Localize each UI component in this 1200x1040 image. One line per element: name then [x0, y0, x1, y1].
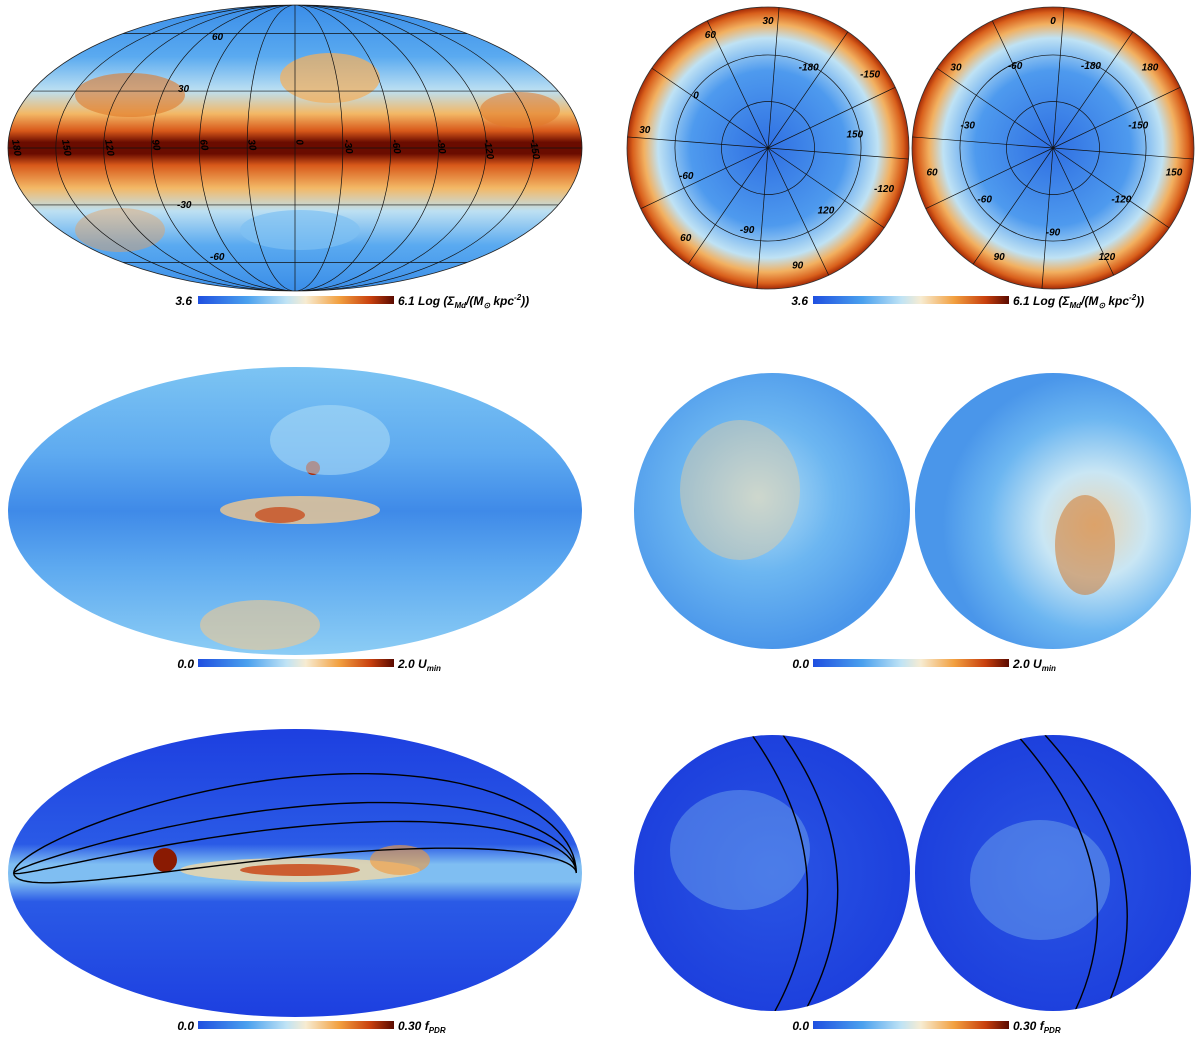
polar-grid-label: 30: [639, 125, 651, 136]
colorbar-max-label: 0.30 fPDR: [1013, 1019, 1061, 1035]
colorbar-min-label: 0.0: [177, 1019, 194, 1033]
colorbar-max-label: 6.1 Log (ΣMd/(M⊙ kpc-2)): [1013, 293, 1144, 310]
longitude-label: 90: [149, 139, 162, 152]
south-polar-grid-labels: 0 -180 180 -150 150 -120 120 -90 90 -60 60 -30 30 -60: [926, 16, 1182, 263]
polar-grid-label: 120: [1098, 252, 1115, 263]
latitude-label: -60: [210, 252, 225, 263]
longitude-label: 60: [197, 139, 210, 152]
north-polar-graticule: [626, 6, 910, 290]
ecliptic-band-line: [12, 801, 577, 875]
mollweide-grid-labels: 180 150 120 90 60 30 0 -30 -60 -90 -120 -150 60 30 -30…: [9, 32, 541, 263]
polar-grid-label: 0: [693, 90, 699, 101]
polar-grid-label: 180: [1142, 63, 1159, 74]
polar-grid-label: -180: [1081, 61, 1101, 72]
polar-grid-label: 150: [846, 129, 863, 140]
latitude-label: -30: [177, 200, 192, 211]
mollweide-structure-u-min: [200, 405, 390, 650]
polar-grid-label: -60: [679, 171, 694, 182]
row-dust-mass: 180 150 120 90 60 30 0 -30 -60 -90 -120 -150 60 30 -30…: [7, 4, 1195, 292]
longitude-label: -90: [434, 139, 447, 156]
mollweide-outline: [7, 4, 583, 292]
polar-grid-label: 150: [1166, 168, 1183, 179]
row-f-pdr: [8, 729, 1191, 1017]
row-u-min: [8, 367, 1191, 655]
longitude-label: -120: [481, 139, 495, 161]
south-polar-graticule: [911, 6, 1195, 290]
longitude-label: -60: [389, 139, 402, 156]
colorbar-dust-mass-right: 3.6 6.1 Log (ΣMd/(M⊙ kpc-2)): [791, 293, 1144, 310]
colorbar-min-label: 0.0: [792, 1019, 809, 1033]
colorbar-min-label: 0.0: [792, 657, 809, 671]
colorbar-gradient: [813, 296, 1009, 304]
north-polar-map-u-min: [634, 373, 910, 649]
polar-grid-label: 0: [1050, 16, 1056, 27]
colorbar-min-label: 3.6: [175, 294, 192, 308]
polar-grid-label: -90: [740, 225, 755, 236]
colorbar-gradient: [813, 659, 1009, 667]
colorbar-gradient: [198, 296, 394, 304]
longitude-label: 120: [102, 139, 116, 158]
colorbar-max-label: 0.30 fPDR: [398, 1019, 446, 1035]
polar-grid-label: 90: [994, 252, 1006, 263]
colorbar-max-label: 2.0 Umin: [397, 657, 441, 673]
polar-grid-label: -150: [1128, 121, 1148, 132]
north-polar-grid-labels: 30 -180 -150 150 -120 120 90 -90 60 -60 30 0 60: [639, 16, 894, 272]
mollweide-structure-dust-mass: [75, 53, 560, 252]
polar-grid-label: 90: [792, 260, 804, 271]
colorbar-min-label: 0.0: [177, 657, 194, 671]
colorbar-max-label: 6.1 Log (ΣMd/(M⊙ kpc-2)): [398, 293, 529, 310]
south-polar-ecliptic: [970, 735, 1128, 1011]
colorbar-f-pdr-right: 0.0 0.30 fPDR: [792, 1019, 1061, 1035]
polar-grid-label: -150: [860, 70, 880, 81]
polar-grid-label: 120: [818, 205, 835, 216]
longitude-label: 150: [59, 139, 73, 158]
colorbar-u-min-right: 0.0 2.0 Umin: [792, 657, 1056, 673]
north-polar-ecliptic: [670, 735, 839, 1011]
longitude-label: 180: [9, 139, 23, 158]
polar-grid-label: -60: [1008, 61, 1023, 72]
polar-grid-label: 60: [705, 30, 717, 41]
polar-grid-label: 30: [762, 16, 774, 27]
south-polar-map-u-min: [915, 373, 1191, 649]
colorbar-gradient: [813, 1021, 1009, 1029]
colorbar-f-pdr-left: 0.0 0.30 fPDR: [177, 1019, 446, 1035]
polar-grid-label: 60: [926, 168, 938, 179]
longitude-label: -150: [527, 139, 541, 161]
latitude-label: 60: [212, 32, 224, 43]
colorbar-max-label: 2.0 Umin: [1012, 657, 1056, 673]
longitude-label: 30: [245, 139, 258, 152]
colorbar-gradient: [198, 1021, 394, 1029]
colorbar-dust-mass-left: 3.6 6.1 Log (ΣMd/(M⊙ kpc-2)): [175, 293, 529, 310]
longitude-label: 0: [293, 139, 305, 147]
polar-grid-label: 30: [950, 63, 962, 74]
polar-grid-label: 60: [680, 233, 692, 244]
colorbar-gradient: [198, 659, 394, 667]
longitude-label: -30: [341, 139, 354, 156]
mollweide-graticule: [8, 5, 582, 291]
colorbar-u-min-left: 0.0 2.0 Umin: [177, 657, 441, 673]
colorbar-min-label: 3.6: [791, 294, 808, 308]
polar-grid-label: -120: [874, 184, 894, 195]
polar-grid-label: -60: [977, 195, 992, 206]
polar-grid-label: -30: [961, 121, 976, 132]
polar-grid-label: -120: [1111, 195, 1131, 206]
mollweide-structure-f-pdr: [12, 773, 577, 884]
north-polar-map-f-pdr: [634, 735, 910, 1011]
latitude-label: 30: [178, 84, 190, 95]
south-polar-map-f-pdr: [915, 735, 1191, 1011]
polar-grid-label: -90: [1046, 227, 1061, 238]
polar-grid-label: -180: [799, 63, 819, 74]
